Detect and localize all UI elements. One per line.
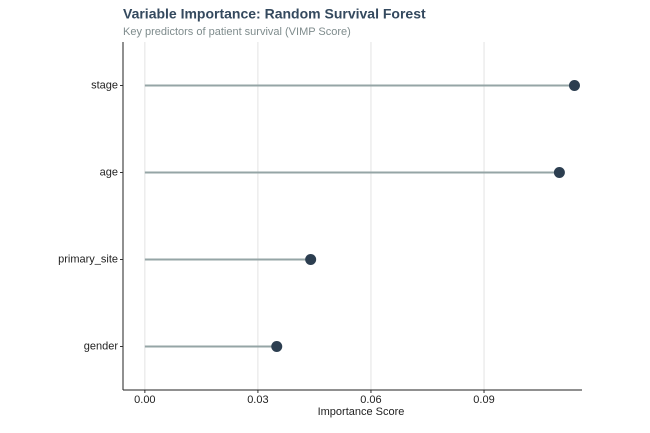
dot [568,80,580,91]
x-tick-label: 0.00 [134,394,155,406]
y-tick-label: primary_site [58,253,118,265]
dot [553,167,565,178]
y-tick-label: gender [84,340,119,352]
chart-title: Variable Importance: Random Survival For… [123,6,426,22]
chart-subtitle: Key predictors of patient survival (VIMP… [123,26,351,38]
y-tick-label: stage [91,79,118,91]
dot [305,254,317,265]
dot [271,341,283,352]
x-tick-label: 0.03 [247,394,268,406]
x-tick-label: 0.09 [473,394,494,406]
x-tick-label: 0.06 [360,394,381,406]
y-tick-label: age [100,166,118,178]
x-axis-title: Importance Score [318,406,405,418]
